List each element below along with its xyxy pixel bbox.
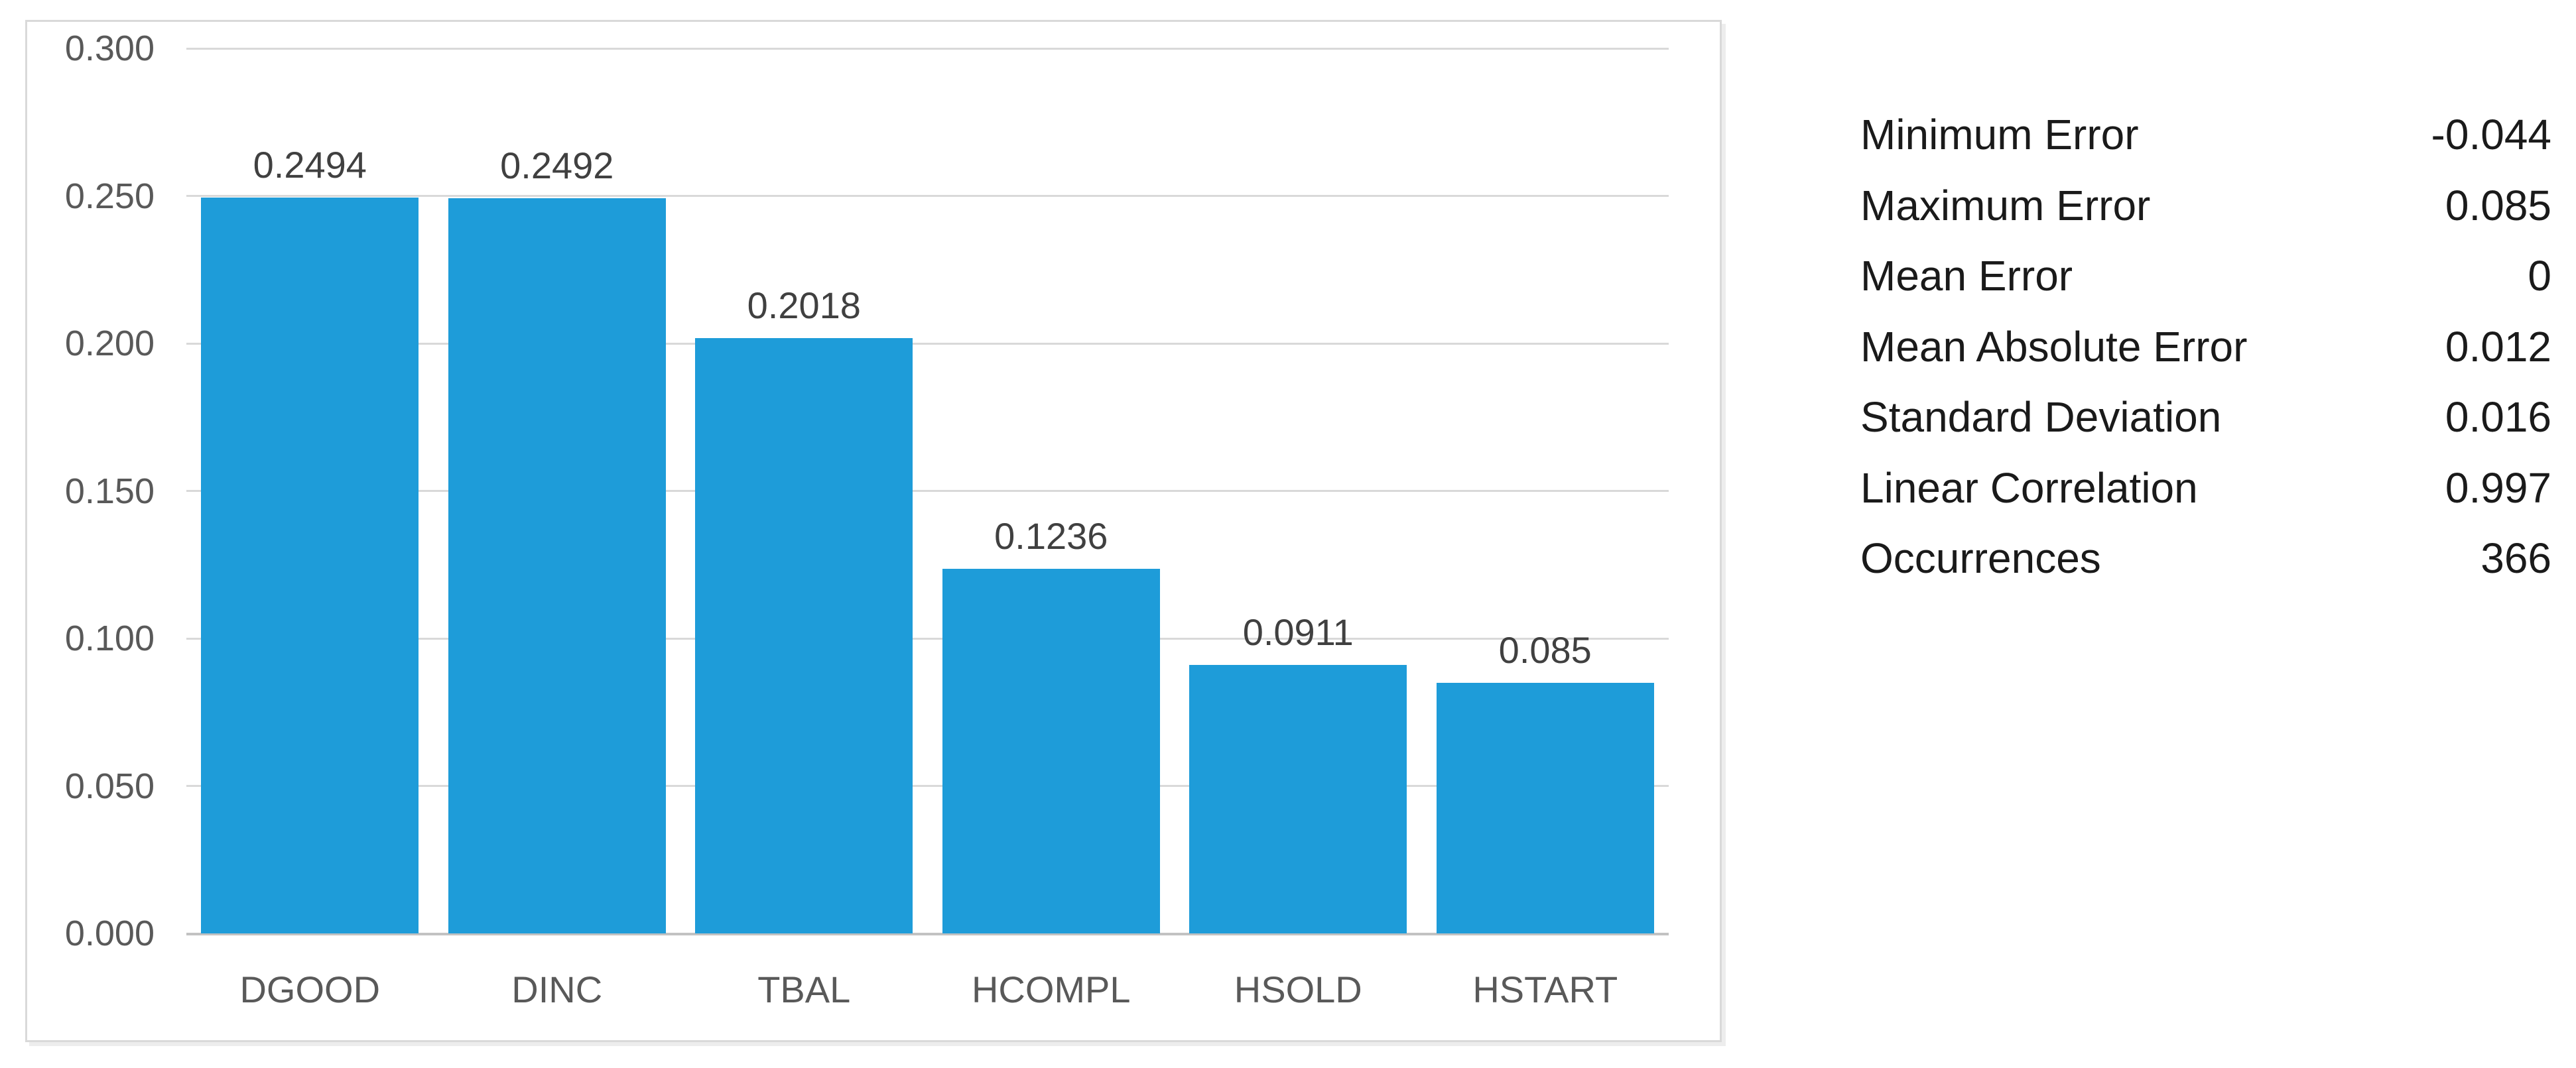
stats-label: Mean Error (1860, 252, 2073, 300)
y-tick-label: 0.300 (64, 29, 155, 68)
gridline (186, 785, 1669, 787)
plot-area: 0.2494 0.2492 0.2018 0.1236 0.0911 0.085 (186, 47, 1669, 935)
bar-dinc (448, 198, 666, 933)
gridline (186, 490, 1669, 492)
data-label: 0.1236 (994, 514, 1108, 557)
stats-row: Standard Deviation 0.016 (1860, 382, 2551, 453)
x-category-label: HSTART (1472, 969, 1618, 1010)
bar-dgood (201, 198, 419, 933)
stats-label: Standard Deviation (1860, 393, 2222, 442)
data-label: 0.2494 (253, 144, 367, 186)
y-tick-label: 0.050 (64, 766, 155, 806)
stats-value: 0 (2528, 252, 2551, 300)
gridline (186, 47, 1669, 50)
stats-label: Minimum Error (1860, 111, 2139, 159)
y-tick-label: 0.150 (64, 471, 155, 511)
y-tick-label: 0.000 (64, 914, 155, 953)
stats-label: Mean Absolute Error (1860, 322, 2248, 371)
stats-label: Maximum Error (1860, 181, 2151, 229)
stats-value: 0.016 (2445, 393, 2551, 442)
stats-label: Linear Correlation (1860, 463, 2198, 512)
y-axis: 0.300 0.250 0.200 0.150 0.100 0.050 0.000 (27, 22, 155, 1040)
bar-chart-panel: 0.300 0.250 0.200 0.150 0.100 0.050 0.000 0.24… (25, 20, 1722, 1042)
x-category-label: DGOOD (239, 969, 381, 1010)
stats-value: 0.012 (2445, 322, 2551, 371)
stats-value: 0.085 (2445, 181, 2551, 229)
data-label: 0.2018 (747, 284, 861, 326)
stats-label: Occurrences (1860, 534, 2101, 583)
stats-row: Mean Absolute Error 0.012 (1860, 312, 2551, 383)
gridline (186, 342, 1669, 345)
bar-hcompl (942, 568, 1160, 933)
gridline (186, 195, 1669, 197)
y-tick-label: 0.200 (64, 324, 155, 363)
stats-row: Minimum Error -0.044 (1860, 99, 2551, 170)
stats-value: -0.044 (2431, 111, 2551, 159)
stats-row: Linear Correlation 0.997 (1860, 453, 2551, 524)
stats-value: 0.997 (2445, 463, 2551, 512)
data-label: 0.0911 (1242, 611, 1354, 653)
x-category-label: HCOMPL (971, 969, 1131, 1010)
x-axis-line (186, 932, 1669, 935)
y-tick-label: 0.250 (64, 176, 155, 216)
bar-hstart (1436, 682, 1654, 933)
bar-tbal (695, 338, 913, 933)
data-label: 0.2492 (500, 145, 614, 187)
data-label: 0.085 (1498, 628, 1592, 671)
stats-row: Mean Error 0 (1860, 241, 2551, 312)
stats-value: 366 (2480, 534, 2551, 583)
x-category-label: HSOLD (1234, 969, 1362, 1010)
gridline (186, 637, 1669, 640)
x-axis: DGOOD DINC TBAL HCOMPL HSOLD HSTART (186, 967, 1669, 1020)
error-statistics-table: Minimum Error -0.044 Maximum Error 0.085 Mea… (1860, 99, 2551, 594)
x-category-label: TBAL (757, 969, 851, 1010)
stats-row: Maximum Error 0.085 (1860, 170, 2551, 241)
stats-row: Occurrences 366 (1860, 523, 2551, 594)
bar-hsold (1189, 664, 1407, 933)
y-tick-label: 0.100 (64, 619, 155, 658)
x-category-label: DINC (511, 969, 603, 1010)
